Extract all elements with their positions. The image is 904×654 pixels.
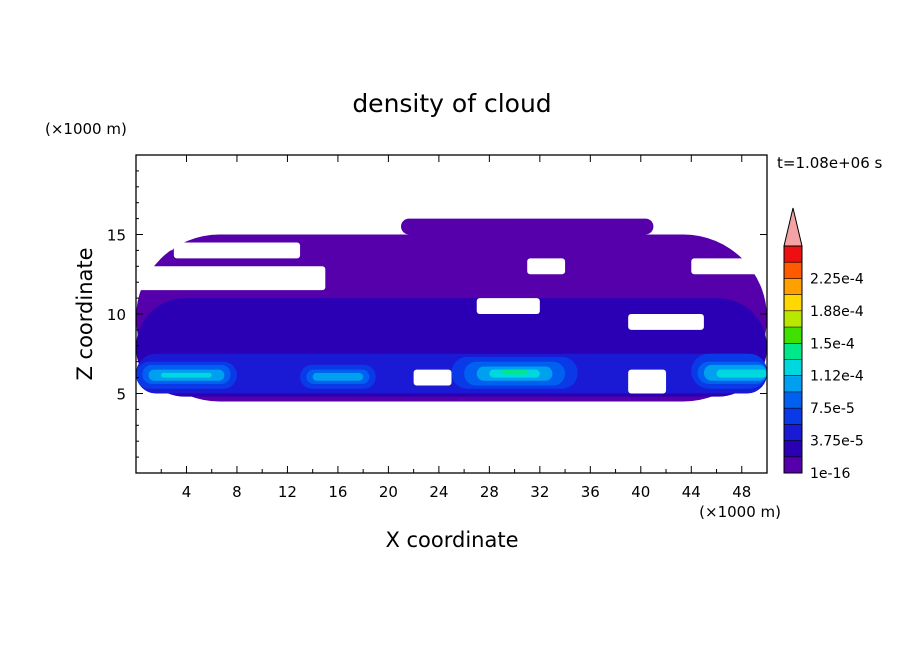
colorbar-swatch (784, 343, 802, 360)
colorbar-swatch (784, 327, 802, 344)
colorbar-swatch (784, 294, 802, 312)
colorbar-swatch (784, 246, 802, 263)
contour-region (401, 218, 654, 235)
colorbar-swatch (784, 359, 802, 377)
colorbar-label: 2.25e-4 (810, 271, 864, 287)
x-tick-label: 20 (379, 483, 398, 501)
contour-region (312, 372, 364, 381)
cloud-free-gap (527, 258, 566, 275)
colorbar-extend-arrow (783, 207, 803, 247)
x-tick-label: 44 (682, 483, 701, 501)
cloud-free-gap (628, 314, 704, 330)
colorbar-swatch (784, 424, 802, 441)
contour-region (161, 372, 212, 378)
cloud-free-gap (173, 242, 301, 259)
time-label: t=1.08e+06 s (777, 154, 883, 172)
colorbar-swatch (784, 278, 802, 296)
x-tick-label: 32 (530, 483, 549, 501)
y-tick-label: 10 (107, 306, 126, 324)
colorbar-label: 3.75e-5 (810, 434, 864, 450)
contour-region (501, 369, 528, 375)
y-tick-label: 15 (107, 227, 126, 245)
colorbar-swatch (784, 456, 802, 474)
cloud-free-gap (136, 266, 326, 291)
colorbar-label: 1.5e-4 (810, 336, 855, 352)
colorbar-swatch (784, 262, 802, 279)
x-tick-label: 48 (732, 483, 751, 501)
y-axis-unit: (×1000 m) (45, 120, 127, 138)
x-tick-label: 36 (581, 483, 600, 501)
x-tick-label: 24 (429, 483, 448, 501)
cloud-free-gap (628, 369, 667, 394)
x-tick-label: 8 (232, 483, 242, 501)
cloud-free-gap (413, 369, 452, 386)
colorbar-swatch (784, 408, 802, 425)
colorbar-swatch (784, 391, 802, 409)
colorbar-swatch (784, 310, 802, 328)
x-tick-label: 12 (278, 483, 297, 501)
x-tick-label: 16 (328, 483, 347, 501)
x-tick-label: 4 (182, 483, 192, 501)
colorbar-label: 1.12e-4 (810, 369, 864, 385)
colorbar-swatch (784, 375, 802, 393)
x-axis-label: X coordinate (385, 528, 518, 552)
colorbar-label: 7.5e-5 (810, 401, 855, 417)
cloud-free-gap (136, 242, 174, 251)
y-axis-label: Z coordinate (73, 247, 97, 380)
cloud-free-gap (476, 298, 540, 314)
chart-title: density of cloud (352, 89, 551, 118)
cloud-density-field (136, 218, 767, 402)
x-axis-unit: (×1000 m) (699, 503, 781, 521)
x-tick-label: 28 (480, 483, 499, 501)
y-axis-ticks: 5 10 15 (107, 170, 767, 458)
x-tick-label: 40 (631, 483, 650, 501)
y-tick-label: 5 (116, 386, 126, 404)
contour-region (716, 369, 767, 378)
colorbar-label: 1e-16 (810, 466, 850, 482)
x-axis-ticks: 4 8 12 16 20 24 28 32 36 40 44 48 (160, 155, 751, 501)
colorbar-swatch (784, 440, 802, 458)
colorbar-label: 1.88e-4 (810, 304, 864, 320)
colorbar: 1e-16 3.75e-5 7.5e-5 1.12e-4 1.5e-4 1.88e-4 2.… (783, 207, 864, 482)
cloud-free-gap (691, 258, 767, 275)
